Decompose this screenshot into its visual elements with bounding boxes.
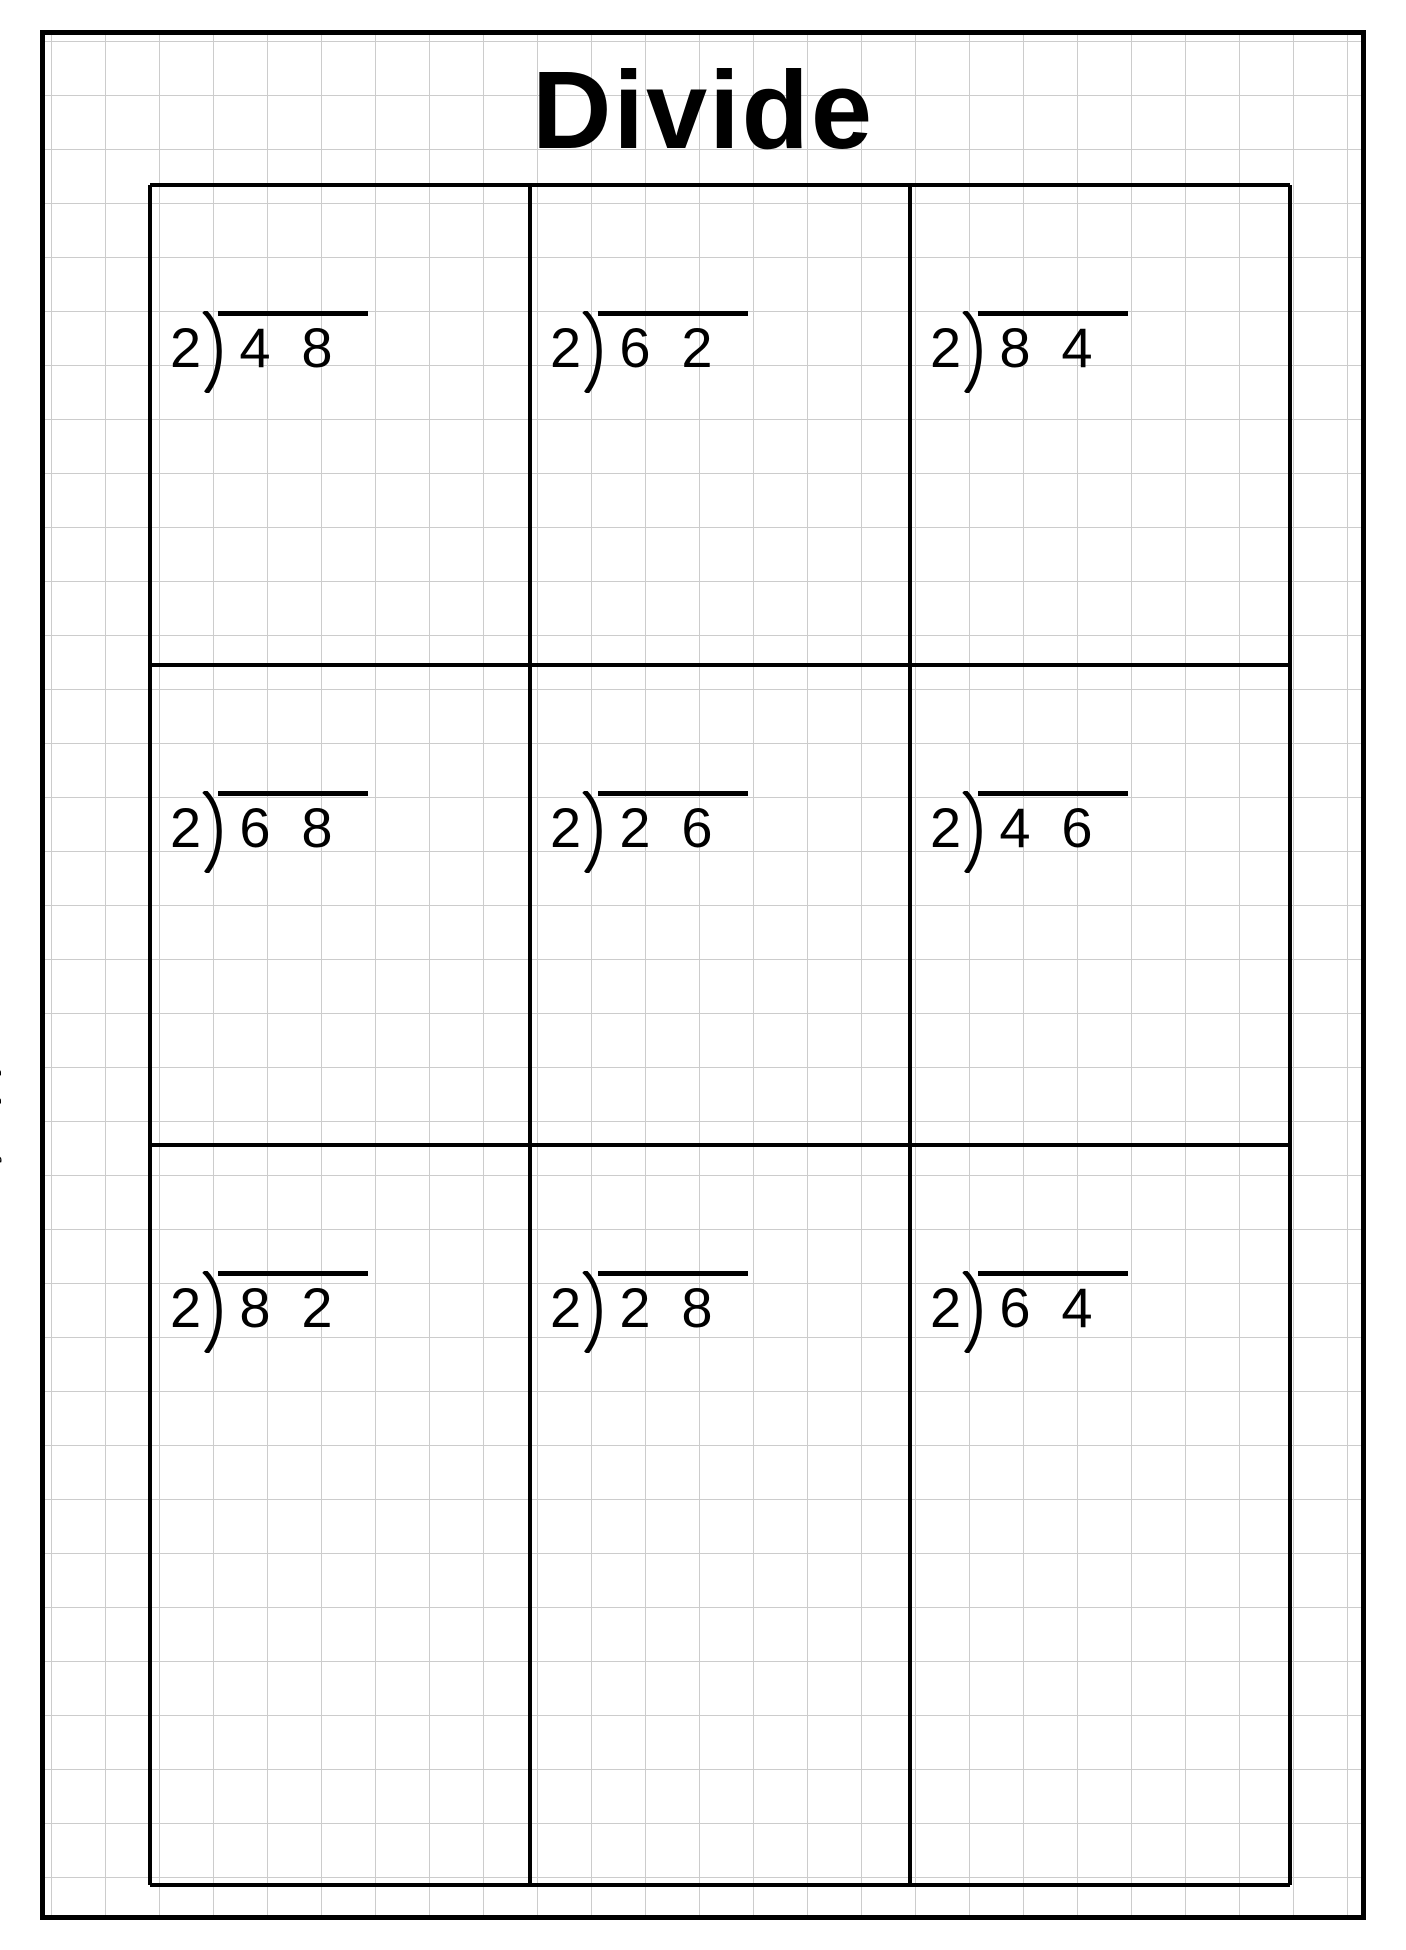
dividend-digit: 8 — [670, 1275, 724, 1340]
dividend-digit: 6 — [1050, 795, 1104, 860]
dividend-digit: 2 — [670, 315, 724, 380]
frame-hline — [150, 1143, 1290, 1147]
divisor-digit: 2 — [930, 315, 961, 380]
dividend-digit: 4 — [1050, 315, 1104, 380]
divisor-digit: 2 — [550, 795, 581, 860]
frame-hline — [150, 1883, 1290, 1887]
divisor-digit: 2 — [930, 1275, 961, 1340]
divisor-digit: 2 — [550, 315, 581, 380]
frame-vline — [528, 185, 532, 1885]
divisor-digit: 2 — [930, 795, 961, 860]
dividend-digit: 8 — [290, 795, 344, 860]
division-problem: 248 — [170, 275, 520, 395]
dividend-digit: 6 — [988, 1275, 1042, 1340]
division-problem: 268 — [170, 755, 520, 875]
dividend-digit: 6 — [608, 315, 662, 380]
dividend-digit: 4 — [228, 315, 282, 380]
dividend-digit: 8 — [290, 315, 344, 380]
frame-hline — [150, 183, 1290, 187]
frame-vline — [908, 185, 912, 1885]
division-problem: 262 — [550, 275, 900, 395]
division-problem: 226 — [550, 755, 900, 875]
dividend-digit: 6 — [670, 795, 724, 860]
division-problem: 228 — [550, 1235, 900, 1355]
dividend-digit: 2 — [608, 1275, 662, 1340]
division-problem: 284 — [930, 275, 1280, 395]
dividend-digit: 4 — [988, 795, 1042, 860]
frame-vline — [148, 185, 152, 1885]
worksheet-title: Divide — [45, 47, 1361, 174]
divisor-digit: 2 — [170, 795, 201, 860]
frame-vline — [1288, 185, 1292, 1885]
dividend-digit: 2 — [608, 795, 662, 860]
dividend-digit: 6 — [228, 795, 282, 860]
watermark-label: WWW.Worksheetfun.com — [0, 920, 8, 1257]
division-problem: 246 — [930, 755, 1280, 875]
dividend-digit: 8 — [228, 1275, 282, 1340]
division-problem: 264 — [930, 1235, 1280, 1355]
dividend-digit: 8 — [988, 315, 1042, 380]
problems-frame: 248262284268226246282228264 — [150, 185, 1290, 1885]
worksheet-page: Divide 248262284268226246282228264 WWW.W… — [0, 0, 1406, 1950]
dividend-digit: 4 — [1050, 1275, 1104, 1340]
outer-border: Divide 248262284268226246282228264 — [40, 30, 1366, 1920]
dividend-digit: 2 — [290, 1275, 344, 1340]
divisor-digit: 2 — [170, 1275, 201, 1340]
divisor-digit: 2 — [550, 1275, 581, 1340]
division-problem: 282 — [170, 1235, 520, 1355]
frame-hline — [150, 663, 1290, 667]
divisor-digit: 2 — [170, 315, 201, 380]
